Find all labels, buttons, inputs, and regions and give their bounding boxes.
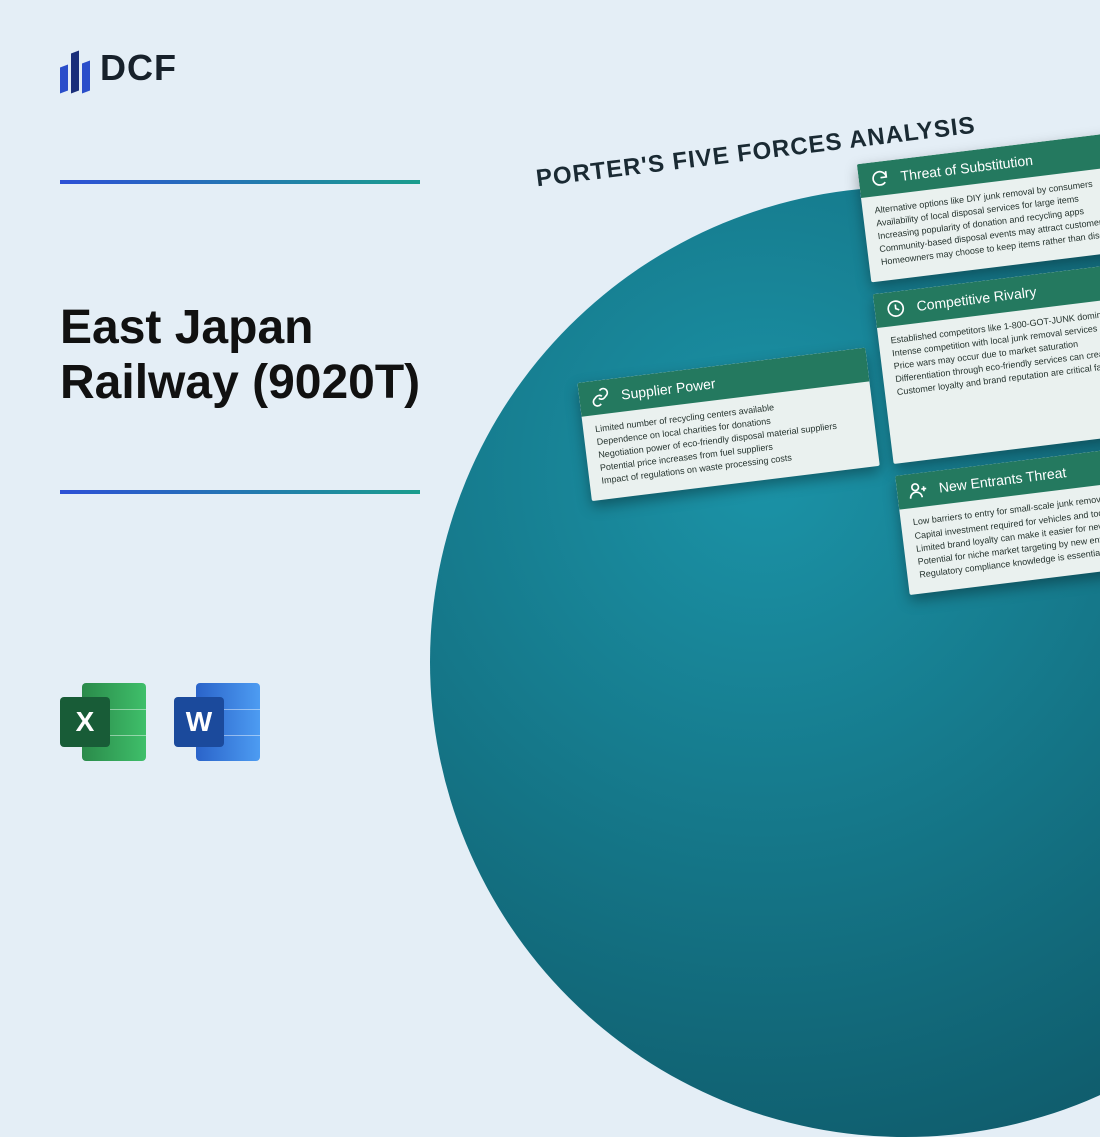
word-letter: W (174, 697, 224, 747)
file-type-icons: X W (60, 679, 260, 765)
card-supplier: Supplier Power Limited number of recycli… (577, 348, 879, 502)
divider-top (60, 180, 420, 184)
page-title: East Japan Railway (9020T) (60, 300, 420, 410)
logo-bars-icon (60, 44, 90, 92)
word-icon: W (174, 679, 260, 765)
brand-name: DCF (100, 47, 177, 89)
porter-diagram: PORTER'S FIVE FORCES ANALYSIS Threat of … (455, 90, 1100, 643)
title-line-2: Railway (9020T) (60, 356, 420, 409)
card-title: Competitive Rivalry (916, 284, 1038, 315)
excel-letter: X (60, 697, 110, 747)
card-entrants: New Entrants Threat Low barriers to entr… (895, 440, 1100, 595)
user-add-icon (906, 478, 931, 503)
title-line-1: East Japan (60, 301, 313, 354)
card-rivalry: Competitive Rivalry Established competit… (873, 258, 1100, 465)
divider-bottom (60, 490, 420, 494)
link-icon (588, 385, 613, 410)
card-substitution: Threat of Substitution Alternative optio… (857, 128, 1100, 283)
card-title: Supplier Power (620, 375, 716, 402)
clock-icon (884, 297, 909, 322)
refresh-icon (868, 166, 893, 191)
excel-icon: X (60, 679, 146, 765)
brand-logo: DCF (60, 44, 177, 92)
